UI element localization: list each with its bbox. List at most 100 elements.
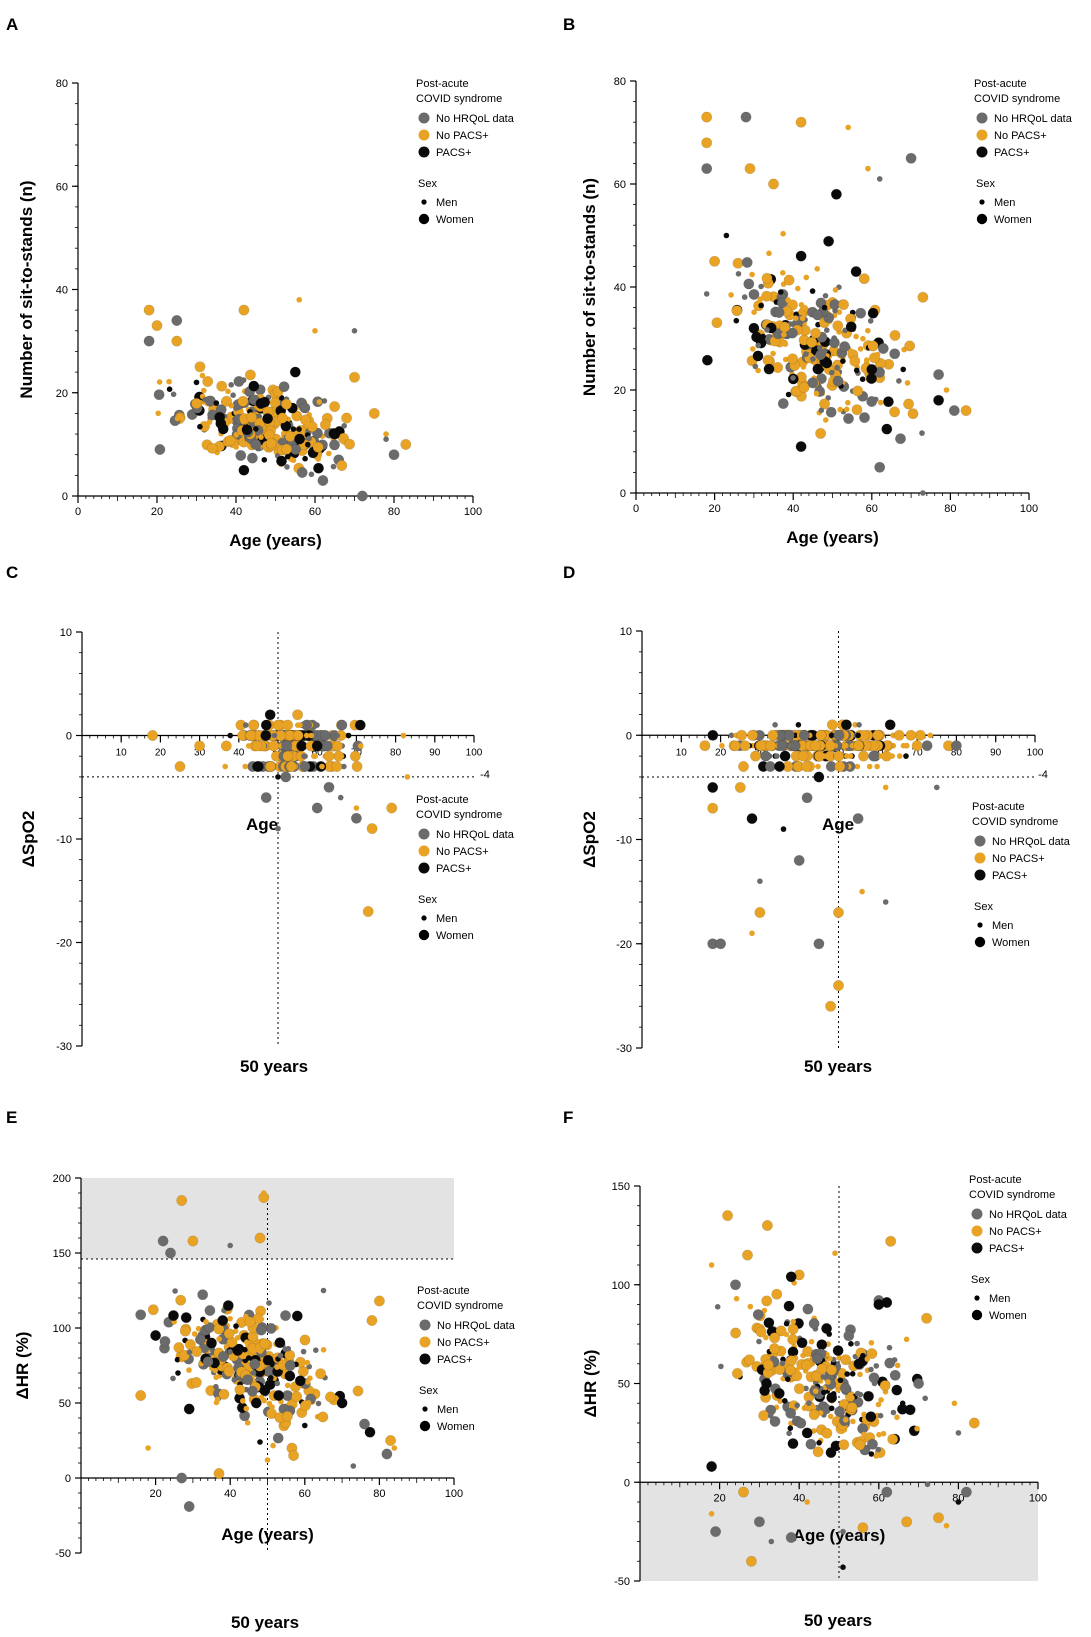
scatter-point [285, 760, 297, 772]
scatter-point [837, 753, 843, 759]
scatter-point [743, 1354, 755, 1366]
scatter-point [762, 1359, 774, 1371]
scatter-point [866, 363, 878, 375]
scatter-point [830, 188, 842, 200]
x-tick-label: 80 [373, 1488, 385, 1500]
scatter-point [373, 1295, 385, 1307]
scatter-point [770, 1355, 776, 1362]
legend-title: Post-acute [416, 794, 469, 806]
scatter-point [747, 1303, 754, 1310]
scatter-point [785, 391, 792, 398]
scatter-point [851, 404, 863, 416]
scatter-point [752, 363, 759, 370]
scatter-point [173, 1342, 185, 1354]
scatter-point [735, 271, 742, 277]
legend-entry: Women [992, 937, 1030, 949]
x-tick-label: 0 [75, 506, 81, 518]
scatter-point [321, 740, 333, 752]
x-tick-label: 30 [194, 748, 206, 759]
scatter-point [731, 1367, 743, 1379]
scatter-point [798, 309, 805, 316]
scatter-point [779, 750, 791, 762]
scatter-point [202, 396, 208, 403]
legend-marker-pacs- [974, 869, 986, 881]
scatter-point [955, 1499, 962, 1505]
legend-entry: No PACS+ [436, 846, 489, 858]
scatter-point [792, 315, 799, 322]
scatter-point [905, 729, 917, 741]
scatter-point [837, 299, 849, 311]
x-tick-label: 90 [990, 747, 1002, 758]
legend-sex-title: Sex [976, 178, 995, 190]
scatter-point [329, 428, 341, 440]
x-tick-label: 100 [445, 1488, 463, 1500]
scatter-point [906, 343, 913, 350]
scatter-point [905, 152, 917, 164]
legend-title: COVID syndrome [417, 1300, 503, 1312]
scatter-point [843, 1330, 855, 1342]
scatter-point [778, 289, 784, 295]
legend-entry: PACS+ [992, 870, 1028, 882]
y-tick-label: 80 [614, 76, 626, 88]
scatter-point [336, 719, 348, 731]
y-axis-label: Number of sit-to-stands (n) [580, 178, 599, 396]
scatter-point [765, 740, 777, 752]
scatter-point [822, 348, 828, 354]
scatter-point [728, 732, 735, 739]
scatter-point [284, 453, 291, 460]
scatter-point [751, 309, 757, 316]
scatter-point [826, 1364, 838, 1376]
scatter-point [191, 397, 203, 409]
scatter-point [877, 342, 889, 354]
scatter-point [336, 459, 348, 471]
y-tick-label: 40 [614, 282, 626, 294]
scatter-point [783, 1300, 795, 1312]
scatter-point [294, 1375, 306, 1387]
scatter-point [233, 444, 239, 450]
scatter-point [785, 1271, 797, 1283]
scatter-point [943, 1522, 950, 1529]
scatter-point [350, 812, 362, 824]
scatter-point [234, 1335, 241, 1341]
scatter-point [270, 1442, 276, 1449]
scatter-point [259, 1338, 271, 1350]
scatter-point [171, 314, 183, 326]
scatter-point [168, 1310, 180, 1322]
legend-title: COVID syndrome [972, 816, 1058, 828]
scatter-point [274, 1337, 286, 1349]
scatter-point [812, 309, 824, 321]
scatter-point [233, 405, 239, 412]
scatter-point [881, 1297, 893, 1309]
scatter-point [709, 255, 721, 267]
scatter-point [810, 1404, 817, 1411]
scatter-point [968, 1417, 980, 1429]
scatter-point [882, 396, 894, 408]
scatter-point [795, 1417, 807, 1429]
scatter-point [741, 1249, 753, 1261]
scatter-point [159, 1335, 171, 1347]
scatter-point [783, 274, 795, 286]
scatter-point [174, 1356, 181, 1363]
scatter-point [242, 763, 248, 770]
scatter-point [230, 392, 236, 399]
scatter-point [231, 1377, 238, 1383]
scatter-point [873, 1453, 879, 1459]
scatter-point [224, 434, 236, 446]
scatter-point [280, 771, 292, 783]
scatter-point [933, 394, 945, 406]
scatter-point [889, 753, 895, 759]
scatter-point [856, 722, 862, 728]
scatter-point [874, 351, 881, 358]
scatter-point [356, 490, 368, 502]
scatter-point [800, 1359, 812, 1371]
scatter-point [388, 449, 400, 461]
reference-label-50-years: 50 years [240, 1057, 308, 1076]
scatter-point [722, 1210, 734, 1222]
legend-entry: PACS+ [437, 1354, 473, 1366]
scatter-point [798, 729, 810, 741]
scatter-point [165, 1247, 177, 1259]
scatter-point [221, 395, 233, 407]
x-tick-label: 20 [149, 1488, 161, 1500]
scatter-point [746, 729, 758, 741]
